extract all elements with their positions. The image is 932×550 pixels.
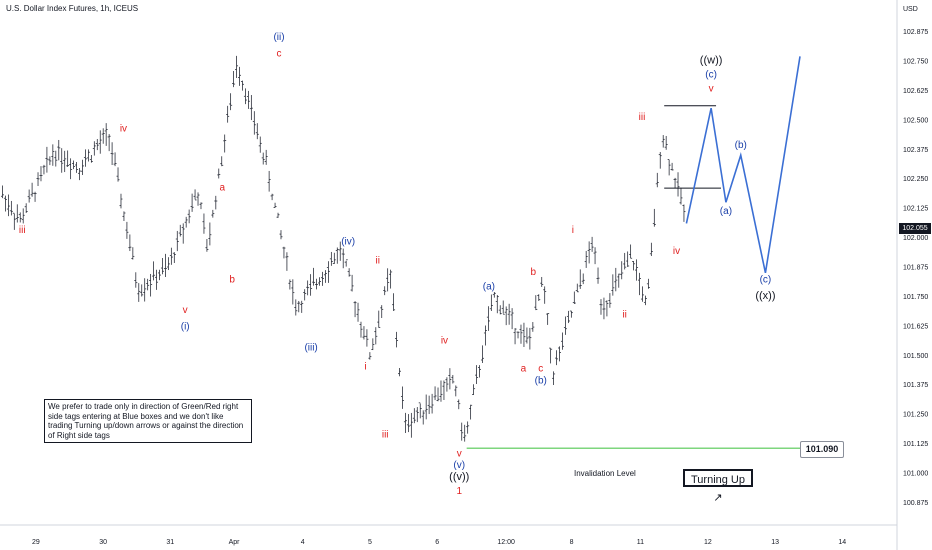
wave-label: c	[538, 364, 543, 375]
wave-label: v	[709, 84, 714, 95]
invalidation-price-tag: 101.090	[800, 441, 844, 458]
current-price-tag: 102.055	[899, 223, 931, 234]
wave-label: (a)	[720, 206, 732, 217]
y-tick-label: 101.250	[903, 412, 928, 419]
wave-label: (b)	[535, 375, 547, 386]
y-tick-label: 102.375	[903, 147, 928, 154]
wave-label: (v)	[453, 460, 465, 471]
wave-label: b	[531, 267, 537, 278]
y-tick-label: 101.375	[903, 382, 928, 389]
x-tick-label: 5	[368, 539, 372, 546]
y-tick-label: 101.500	[903, 353, 928, 360]
invalidation-label: Invalidation Level	[574, 469, 636, 478]
x-tick-label: 6	[435, 539, 439, 546]
wave-label: ii	[622, 310, 626, 321]
projection-line	[685, 56, 801, 274]
y-tick-label: 100.875	[903, 500, 928, 507]
x-tick-label: Apr	[229, 539, 241, 546]
wave-label: (i)	[181, 321, 190, 332]
wave-label: i	[364, 361, 366, 372]
wave-label: iv	[441, 335, 448, 346]
y-tick-label: 102.625	[903, 88, 928, 95]
y-tick-label: 102.750	[903, 59, 928, 66]
candles	[0, 55, 686, 442]
wave-label: (a)	[483, 281, 495, 292]
x-tick-label: 11	[637, 539, 644, 546]
wave-label: ((x))	[755, 290, 775, 302]
projection-path	[685, 56, 801, 274]
wave-labels: iiiivv(i)ab(ii)c(iii)(iv)iiiiiiivv(v)((v…	[19, 32, 776, 497]
wave-label: a	[521, 364, 527, 375]
wave-label: a	[219, 183, 225, 194]
turning-up-box: Turning Up ↗	[683, 469, 753, 504]
y-tick-label: 101.625	[903, 323, 928, 330]
wave-label: ((v))	[449, 471, 469, 483]
wave-label: i	[572, 225, 574, 236]
x-tick-label: 30	[99, 539, 107, 546]
wave-label: (c)	[760, 274, 772, 285]
x-tick-label: 29	[32, 539, 40, 546]
x-tick-label: 13	[771, 539, 779, 546]
x-tick-label: 12:00	[497, 539, 515, 546]
wave-label: iii	[382, 430, 389, 441]
wave-label: v	[183, 305, 188, 316]
wave-label: c	[277, 48, 282, 59]
wave-label: (c)	[705, 70, 717, 81]
wave-label: iv	[673, 246, 680, 257]
y-tick-label: 101.750	[903, 294, 928, 301]
y-tick-label: 101.875	[903, 265, 928, 272]
wave-label: (iv)	[341, 237, 355, 248]
y-axis-unit: USD	[903, 6, 918, 13]
x-tick-label: 31	[166, 539, 174, 546]
x-tick-label: 12	[704, 539, 712, 546]
y-tick-label: 102.250	[903, 176, 928, 183]
x-tick-label: 14	[838, 539, 846, 546]
y-tick-label: 102.500	[903, 117, 928, 124]
y-tick-label: 102.875	[903, 29, 928, 36]
y-tick-label: 102.125	[903, 206, 928, 213]
wave-label: (ii)	[273, 32, 284, 43]
level-lines	[466, 105, 809, 456]
wave-label: iv	[120, 124, 127, 135]
chart-title: U.S. Dollar Index Futures, 1h, ICEUS	[6, 4, 139, 13]
y-tick-label: 101.000	[903, 470, 928, 477]
wave-label: (iii)	[304, 343, 317, 354]
y-tick-label: 101.125	[903, 441, 928, 448]
wave-label: iii	[19, 225, 26, 236]
wave-label: (b)	[735, 140, 747, 151]
wave-label: v	[457, 448, 462, 459]
x-tick-label: 4	[301, 539, 305, 546]
wave-label: ii	[376, 255, 380, 266]
wave-label: b	[229, 274, 235, 285]
wave-label: 1	[456, 486, 462, 497]
y-tick-label: 102.000	[903, 235, 928, 242]
trading-note: We prefer to trade only in direction of …	[44, 399, 252, 443]
x-tick-label: 8	[570, 539, 574, 546]
wave-label: iii	[639, 112, 646, 123]
wave-label: ((w))	[700, 54, 723, 66]
